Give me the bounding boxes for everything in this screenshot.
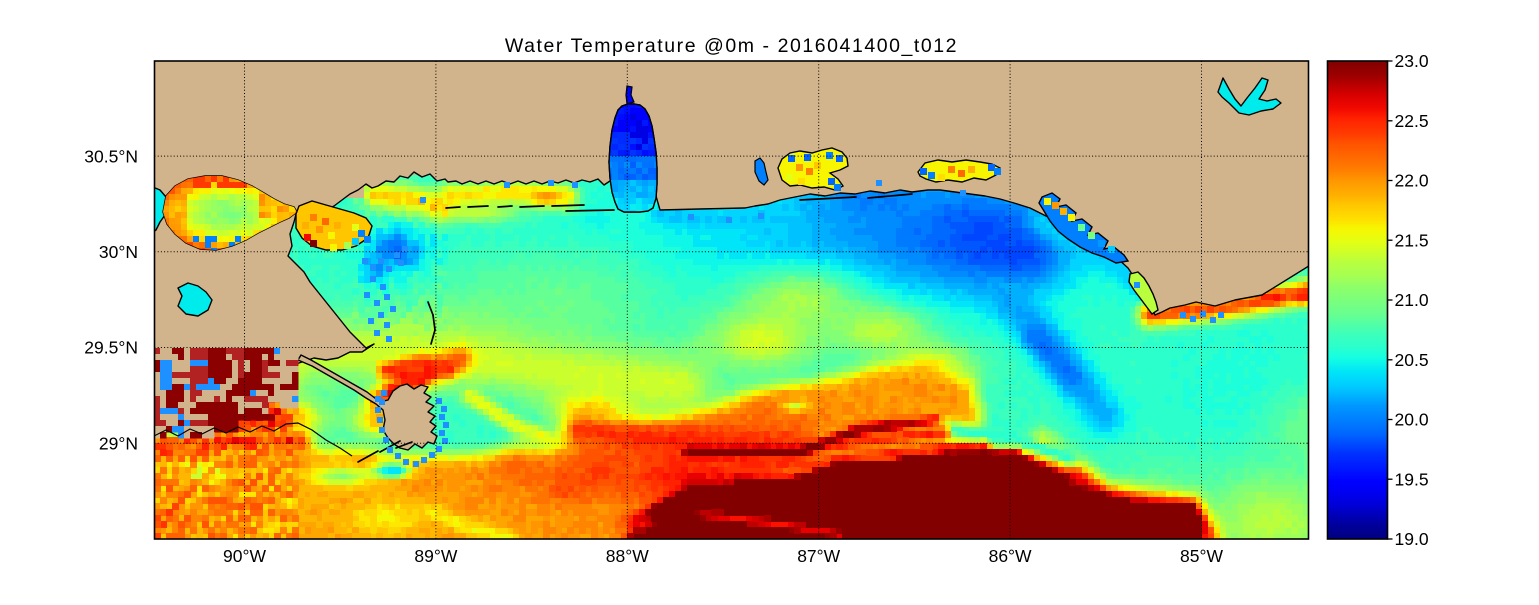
svg-text:21.5: 21.5 — [1395, 230, 1429, 250]
svg-text:90°W: 90°W — [223, 546, 266, 566]
svg-text:19.0: 19.0 — [1395, 529, 1429, 549]
svg-text:29°N: 29°N — [99, 433, 138, 453]
svg-text:23.0: 23.0 — [1395, 51, 1429, 71]
svg-text:87°W: 87°W — [797, 546, 840, 566]
svg-text:21.0: 21.0 — [1395, 290, 1429, 310]
svg-text:20.5: 20.5 — [1395, 350, 1429, 370]
svg-text:85°W: 85°W — [1180, 546, 1223, 566]
svg-text:88°W: 88°W — [606, 546, 649, 566]
svg-text:86°W: 86°W — [989, 546, 1032, 566]
svg-text:19.5: 19.5 — [1395, 469, 1429, 489]
svg-text:30°N: 30°N — [99, 242, 138, 262]
svg-text:22.0: 22.0 — [1395, 171, 1429, 191]
svg-text:22.5: 22.5 — [1395, 111, 1429, 131]
svg-text:89°W: 89°W — [414, 546, 457, 566]
svg-text:Water Temperature @0m - 201604: Water Temperature @0m - 2016041400_t012 — [505, 35, 958, 57]
svg-text:20.0: 20.0 — [1395, 410, 1429, 430]
svg-text:29.5°N: 29.5°N — [84, 338, 138, 358]
svg-text:30.5°N: 30.5°N — [84, 146, 138, 166]
